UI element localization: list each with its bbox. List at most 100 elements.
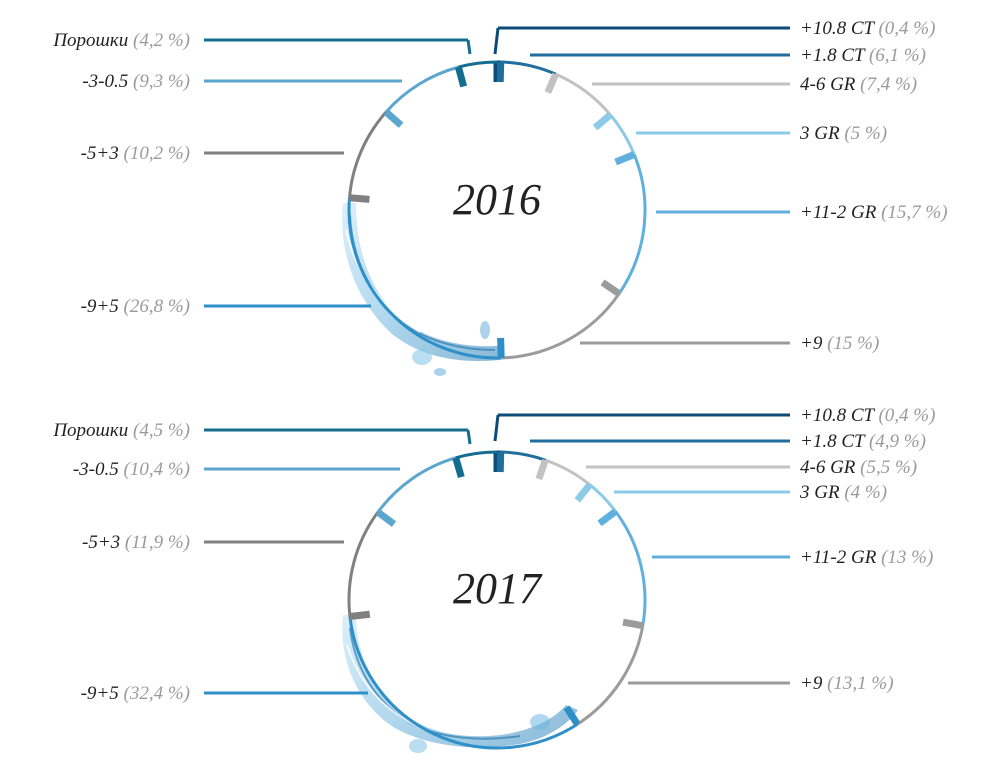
leader-hook-left-2016 — [466, 39, 472, 55]
segment-tick-2017-7 — [563, 705, 581, 727]
label-value: (4,2 %) — [133, 30, 190, 51]
label-2016-5-3: -5+3 (10,2 %) — [81, 143, 190, 164]
water-splash-2017 — [342, 615, 578, 753]
label-2016-10-8-ct: +10.8 CT (0,4 %) — [800, 18, 935, 39]
segment-tick-2016-4 — [592, 112, 613, 131]
label-2016-1-8-ct: +1.8 CT (6,1 %) — [800, 45, 926, 66]
segment-tick-2017-9 — [375, 509, 397, 527]
label-value: (13,1 %) — [827, 673, 893, 694]
label-name: +9 — [800, 673, 827, 694]
segment-tick-2016-2 — [496, 61, 505, 83]
segment-tick-2016-5 — [614, 151, 636, 166]
segment-tick-2017-3 — [535, 458, 549, 481]
leader-hook-left-2017 — [466, 429, 472, 445]
label-2016-3-0-5: -3-0.5 (9,3 %) — [82, 71, 190, 92]
ring-segment-2017-3 — [544, 458, 591, 486]
label-value: (6,1 %) — [869, 45, 926, 66]
label-2017-4-6-gr: 4-6 GR (5,5 %) — [800, 457, 917, 478]
label-value: (11,9 %) — [125, 532, 190, 553]
label-name: -3-0.5 — [82, 71, 133, 92]
label-2016-9: +9 (15 %) — [800, 333, 879, 354]
label-name: +1.8 CT — [800, 431, 869, 452]
label-name: Порошки — [52, 420, 133, 441]
label-name: -9+5 — [81, 683, 124, 704]
ring-segment-2017-5 — [614, 510, 647, 626]
chart-title-2016: 2016 — [453, 175, 541, 224]
label-name: +1.8 CT — [800, 45, 869, 66]
label-value: (32,4 %) — [124, 683, 190, 704]
label-value: (4,9 %) — [869, 431, 926, 452]
ring-segment-2016-8 — [348, 111, 388, 198]
label-value: (7,4 %) — [860, 74, 917, 95]
water-splash-2016 — [342, 203, 500, 376]
label-2017-11-2-gr: +11-2 GR (13 %) — [800, 547, 933, 568]
segment-tick-2016-9 — [383, 109, 404, 128]
label-name: Порошки — [52, 30, 133, 51]
chart-2016: 2016 — [342, 60, 647, 376]
ring-segment-2017-8 — [347, 511, 380, 617]
ring-segment-2016-2 — [500, 60, 557, 76]
label-name: +10.8 CT — [800, 18, 878, 39]
segment-tick-2016-8 — [349, 194, 370, 203]
ring-segment-2017-7 — [348, 616, 579, 750]
label-2016-9-5: -9+5 (26,8 %) — [81, 296, 190, 317]
label-2017-3-0-5: -3-0.5 (10,4 %) — [73, 459, 190, 480]
label-2017-3-gr: 3 GR (4 %) — [799, 482, 887, 503]
label-name: 4-6 GR — [800, 457, 860, 478]
label-name: 3 GR — [799, 123, 844, 144]
label-name: 3 GR — [799, 482, 844, 503]
label-name: -9+5 — [81, 296, 124, 317]
segment-tick-2016-3 — [544, 72, 559, 94]
leader-hook-2017 — [493, 414, 500, 442]
donut-ring-2017 — [347, 450, 647, 750]
label-value: (10,2 %) — [124, 143, 190, 164]
donut-ring-2016 — [347, 60, 647, 360]
label-value: (13 %) — [881, 547, 933, 568]
ring-segment-2017-4 — [588, 483, 617, 513]
label-value: (5,5 %) — [860, 457, 917, 478]
label-value: (4 %) — [844, 482, 887, 503]
ring-segment-2016-7 — [347, 197, 502, 360]
label-2016-4-6-gr: 4-6 GR (7,4 %) — [800, 74, 917, 95]
label-name: +10.8 CT — [800, 405, 878, 426]
label-value: (0,4 %) — [878, 18, 935, 39]
label-value: (26,8 %) — [124, 296, 190, 317]
ring-segment-2016-4 — [609, 113, 636, 156]
segment-tick-2017-5 — [597, 508, 618, 527]
label-2017-5-3: -5+3 (11,9 %) — [82, 532, 190, 553]
segment-tick-2017-4 — [574, 482, 593, 503]
ring-segment-2016-6 — [501, 292, 621, 360]
label-name: -5+3 — [82, 532, 125, 553]
label-2017-9: +9 (13,1 %) — [800, 673, 894, 694]
label-value: (0,4 %) — [878, 405, 935, 426]
label-2016-порошки: Порошки (4,2 %) — [52, 30, 190, 51]
label-2016-3-gr: 3 GR (5 %) — [799, 123, 887, 144]
label-value: (10,4 %) — [124, 459, 190, 480]
label-name: +11-2 GR — [800, 202, 881, 223]
label-name: 4-6 GR — [800, 74, 860, 95]
label-2017-10-8-ct: +10.8 CT (0,4 %) — [800, 405, 935, 426]
callout-labels: +10.8 CT (0,4 %) +1.8 CT (6,1 %) 4-6 GR (7… — [52, 18, 947, 704]
ring-segment-2017-6 — [576, 625, 645, 726]
ring-segment-2016-10 — [458, 60, 497, 69]
segment-tick-2016-6 — [600, 279, 622, 297]
segment-tick-2016-10 — [455, 66, 468, 88]
label-name: -5+3 — [81, 143, 124, 164]
ring-segment-2017-9 — [376, 456, 457, 514]
label-2017-1-8-ct: +1.8 CT (4,9 %) — [800, 431, 926, 452]
segment-tick-2017-2 — [496, 451, 505, 473]
label-value: (4,5 %) — [133, 420, 190, 441]
label-name: +9 — [800, 333, 827, 354]
label-2017-9-5: -9+5 (32,4 %) — [81, 683, 190, 704]
label-value: (5 %) — [844, 123, 887, 144]
ring-segment-2017-2 — [500, 450, 546, 462]
label-2017-порошки: Порошки (4,5 %) — [52, 420, 190, 441]
leader-hook-2016 — [493, 27, 500, 55]
label-name: -3-0.5 — [73, 459, 124, 480]
label-value: (15,7 %) — [881, 202, 947, 223]
segment-tick-2016-7 — [497, 337, 505, 359]
chart-2017: 2017 — [342, 450, 647, 753]
ring-segment-2017-10 — [455, 450, 497, 460]
segment-tick-2017-10 — [452, 456, 465, 479]
